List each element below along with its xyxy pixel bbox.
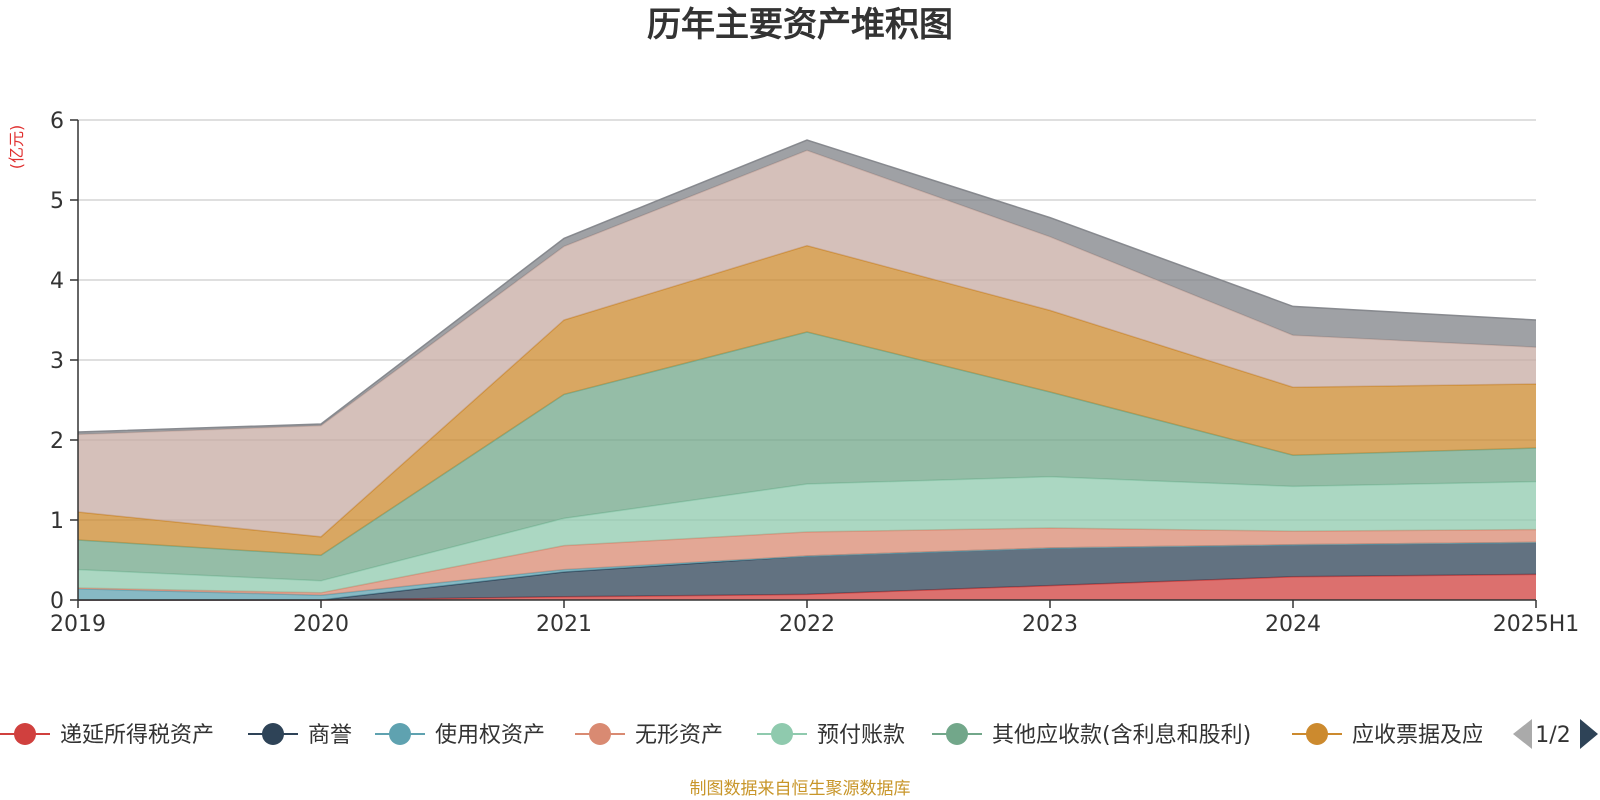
y-tick-label: 1 <box>50 509 64 534</box>
legend-label: 商誉 <box>308 723 352 748</box>
legend-dot-marker <box>1306 723 1328 745</box>
x-tick-label: 2025H1 <box>1493 612 1580 637</box>
legend-pager: 1/2 <box>1513 719 1598 749</box>
x-tick-label: 2022 <box>779 612 835 637</box>
y-tick-label: 0 <box>50 589 64 614</box>
legend-dot-marker <box>589 723 611 745</box>
legend-prev-icon[interactable] <box>1513 719 1532 749</box>
legend-dot-marker <box>771 723 793 745</box>
legend-items: 递延所得税资产 商誉 使用权资产 无形资产 预付账款 其他应收款(含利息和股利) 应收票据及… <box>0 723 1550 748</box>
y-tick-label: 2 <box>50 429 64 454</box>
legend[interactable]: 递延所得税资产 商誉 使用权资产 无形资产 预付账款 其他应收款(含利息和股利) 应收票据及… <box>0 723 1550 748</box>
y-tick-label: 6 <box>50 109 64 134</box>
y-axis-unit: (亿元) <box>7 125 26 170</box>
area-series-1 <box>78 542 1536 600</box>
legend-dot-marker <box>946 723 968 745</box>
legend-dot-marker <box>389 723 411 745</box>
legend-label: 使用权资产 <box>435 723 545 748</box>
area-series-0 <box>78 574 1536 600</box>
legend-item[interactable]: 递延所得税资产 <box>0 723 214 748</box>
area-series-7 <box>78 150 1536 537</box>
x-tick-label: 2024 <box>1265 612 1321 637</box>
x-tick-label: 2019 <box>50 612 106 637</box>
area-series-3 <box>78 528 1536 596</box>
legend-label: 应收票据及应收账款 <box>1352 723 1550 748</box>
legend-next-icon[interactable] <box>1580 719 1598 749</box>
legend-label: 其他应收款(含利息和股利) <box>992 723 1251 748</box>
legend-label: 递延所得税资产 <box>60 723 214 748</box>
area-series-5 <box>78 332 1536 581</box>
legend-item[interactable]: 商誉 <box>248 723 352 748</box>
axes: 0 1 2 3 4 5 6 2019 2020 2021 2022 2023 2024 2025H1 <box>50 109 1579 637</box>
x-tick-label: 2023 <box>1022 612 1078 637</box>
y-tick-label: 5 <box>50 189 64 214</box>
legend-dot-marker <box>262 723 284 745</box>
legend-item[interactable]: 无形资产 <box>575 723 723 748</box>
chart-title: 历年主要资产堆积图 <box>647 5 953 45</box>
y-tick-label: 4 <box>50 269 64 294</box>
legend-page-indicator: 1/2 <box>1535 723 1570 748</box>
area-series-line-8 <box>77 139 1537 433</box>
area-series-4 <box>78 476 1536 593</box>
legend-item[interactable]: 使用权资产 <box>375 723 545 748</box>
x-tick-label: 2021 <box>536 612 592 637</box>
legend-item[interactable]: 其他应收款(含利息和股利) <box>932 723 1251 748</box>
area-series-6 <box>78 245 1536 556</box>
y-tick-label: 3 <box>50 349 64 374</box>
x-tick-label: 2020 <box>293 612 349 637</box>
legend-label: 预付账款 <box>817 723 905 748</box>
legend-item[interactable]: 应收票据及应收账款 <box>1292 723 1550 748</box>
stacked-areas <box>77 139 1537 601</box>
legend-item[interactable]: 预付账款 <box>757 723 905 748</box>
area-series-2 <box>78 542 1536 600</box>
legend-label: 无形资产 <box>635 723 723 748</box>
legend-dot-marker <box>14 723 36 745</box>
data-source-note: 制图数据来自恒生聚源数据库 <box>690 779 911 799</box>
